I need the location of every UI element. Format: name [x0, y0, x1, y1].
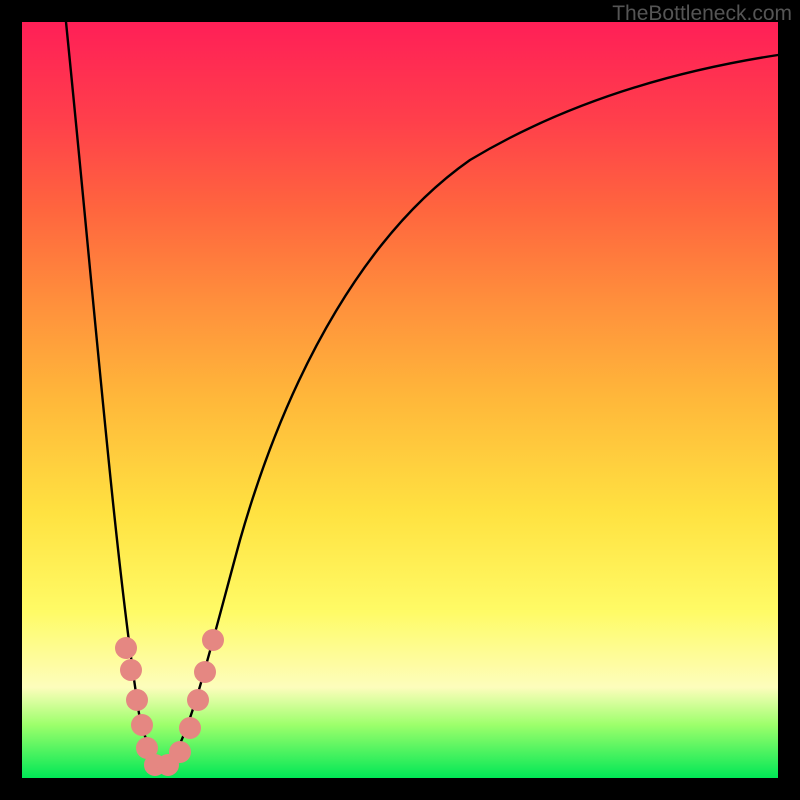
marker-dot [169, 741, 191, 763]
marker-dot [115, 637, 137, 659]
bottleneck-curve [66, 22, 778, 764]
marker-dot [179, 717, 201, 739]
marker-dot [194, 661, 216, 683]
chart-overlay [0, 0, 800, 800]
marker-dot [120, 659, 142, 681]
chart-frame: TheBottleneck.com [0, 0, 800, 800]
marker-dot [187, 689, 209, 711]
marker-dot [131, 714, 153, 736]
marker-group [115, 629, 224, 776]
marker-dot [126, 689, 148, 711]
marker-dot [202, 629, 224, 651]
